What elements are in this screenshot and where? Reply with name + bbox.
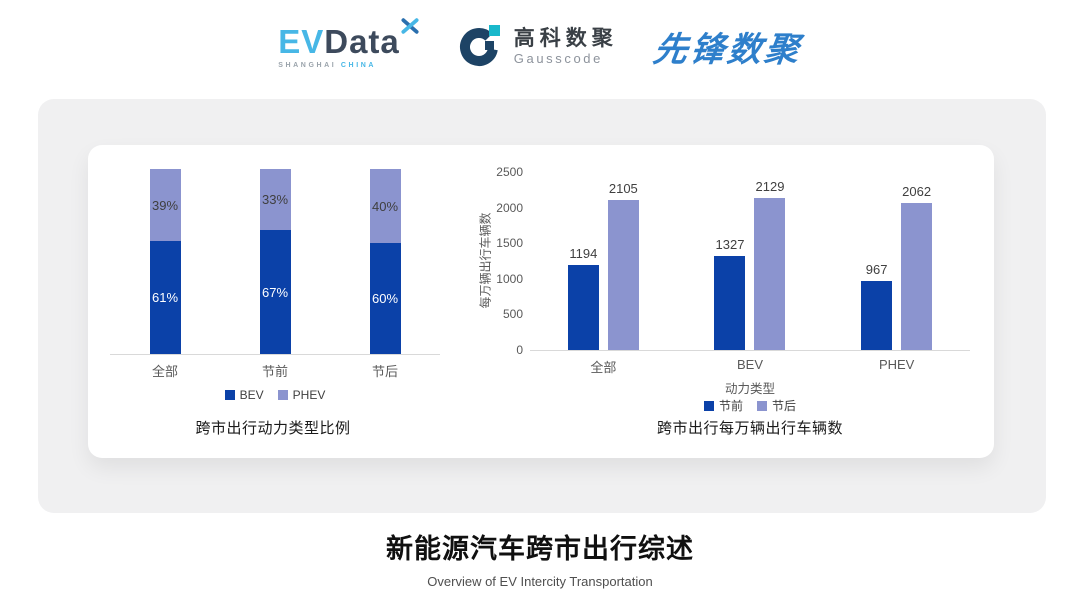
bar-节前: 1327 — [714, 236, 746, 350]
legend-label: 节前 — [718, 399, 743, 413]
bar-value-label: 2129 — [755, 179, 785, 195]
stacked-bar-column: 39% 61% 全部 — [149, 169, 181, 379]
category-label: 全部 — [151, 364, 179, 379]
segment-value-label: 67% — [261, 284, 289, 300]
right-plot-area: 1194 2105 全部 1327 2129 BEV 967 2062 PHEV — [530, 172, 970, 375]
left-axis-baseline — [110, 354, 440, 355]
evdata-ev-text: EV — [278, 22, 325, 60]
stacked-bar: 40% 60% — [369, 169, 401, 354]
category-label: 节前 — [261, 364, 289, 379]
page-title: 新能源汽车跨市出行综述 — [386, 534, 694, 564]
bar — [607, 200, 639, 350]
legend-swatch — [703, 400, 714, 411]
stacked-bar: 33% 67% — [259, 169, 291, 354]
category-label: BEV — [736, 357, 763, 372]
bar-group: 1194 2105 全部 — [567, 181, 639, 375]
evdata-sub-china: CHINA — [340, 61, 377, 69]
evdata-subtitle: SHANGHAI CHINA — [278, 62, 400, 69]
legend-label: 节后 — [772, 399, 797, 413]
x-axis-title: 动力类型 — [724, 382, 775, 396]
legend-item-节后: 节后 — [757, 397, 796, 414]
bar-segment-bev: 67% — [259, 230, 291, 354]
right-axis-baseline — [530, 350, 970, 351]
segment-value-label: 40% — [371, 198, 399, 214]
bar-节后: 2129 — [754, 179, 786, 350]
charts-panel: 39% 61% 全部 33% 67% 节前 40% 60% 节后 BEV PHEV 跨市出行动力类… — [88, 145, 994, 458]
category-label: 全部 — [590, 360, 617, 375]
segment-value-label: 61% — [151, 290, 179, 306]
gausscode-en-text: Gausscode — [513, 51, 603, 67]
bar-segment-phev: 39% — [149, 169, 181, 242]
category-label: 节后 — [371, 364, 399, 379]
bar — [714, 255, 746, 350]
stacked-bar-column: 40% 60% 节后 — [369, 169, 401, 379]
y-tick-label: 1000 — [496, 271, 523, 286]
bar — [901, 203, 933, 350]
right-legend: 节前 节后 — [530, 397, 970, 414]
legend-swatch — [277, 390, 288, 400]
bar-value-label: 2062 — [902, 184, 932, 200]
sparkle-x-icon — [401, 17, 419, 34]
bar-segment-phev: 40% — [369, 169, 401, 243]
bar-value-label: 2105 — [608, 181, 638, 197]
page-footer: 新能源汽车跨市出行综述 Overview of EV Intercity Tra… — [0, 527, 1080, 589]
stacked-bar-chart: 39% 61% 全部 33% 67% 节前 40% 60% 节后 BEV PHEV 跨市出行动力类… — [98, 145, 448, 458]
bar — [754, 198, 786, 350]
stacked-bar-column: 33% 67% 节前 — [259, 169, 291, 379]
y-tick-label: 2000 — [496, 200, 523, 215]
y-tick-label: 1500 — [496, 236, 523, 251]
stacked-bar: 39% 61% — [149, 169, 181, 354]
legend-swatch — [224, 390, 235, 400]
left-plot-area: 39% 61% 全部 33% 67% 节前 40% 60% 节后 — [110, 169, 440, 379]
legend-item-PHEV: PHEV — [277, 388, 326, 402]
category-label: PHEV — [878, 357, 915, 372]
left-chart-title: 跨市出行动力类型比例 — [195, 420, 351, 437]
xianfeng-logo: 先锋数聚 — [650, 31, 804, 69]
bar — [861, 281, 893, 350]
legend-item-节前: 节前 — [703, 397, 743, 414]
y-tick-label: 2500 — [496, 165, 523, 179]
content-card: 39% 61% 全部 33% 67% 节前 40% 60% 节后 BEV PHEV 跨市出行动力类… — [38, 99, 1046, 513]
y-tick-label: 0 — [516, 343, 523, 357]
bar-segment-bev: 60% — [369, 243, 401, 354]
gausscode-g-icon — [459, 24, 500, 66]
bar-group: 1327 2129 BEV — [714, 179, 786, 372]
page-subtitle: Overview of EV Intercity Transportation — [427, 574, 653, 589]
bar-节后: 2062 — [901, 184, 933, 350]
y-tick-label: 500 — [502, 307, 523, 322]
bar-value-label: 967 — [865, 262, 888, 278]
left-legend: BEV PHEV — [110, 388, 440, 402]
legend-item-BEV: BEV — [224, 388, 264, 402]
bar-节前: 967 — [861, 262, 893, 350]
gausscode-text: 高科数聚 Gausscode — [514, 27, 618, 66]
bar-group: 967 2062 PHEV — [861, 184, 933, 372]
legend-label: BEV — [239, 388, 264, 402]
legend-label: PHEV — [292, 388, 326, 402]
bar-value-label: 1327 — [715, 236, 745, 252]
segment-value-label: 33% — [261, 192, 289, 208]
header-logos: EVData SHANGHAI CHINA 高科数聚 Gausscode 先锋数… — [0, 17, 1080, 71]
y-axis-ticks: 0 500 1000 1500 2000 2500 — [468, 165, 523, 357]
evdata-wordmark: EVData — [278, 25, 400, 58]
gausscode-logo: 高科数聚 Gausscode — [458, 24, 618, 70]
bar-节后: 2105 — [607, 181, 639, 350]
bar — [567, 265, 599, 350]
legend-swatch — [757, 400, 767, 411]
evdata-sub-shanghai: SHANGHAI — [278, 61, 337, 69]
bar-segment-phev: 33% — [259, 169, 291, 231]
evdata-data-text: Data — [324, 22, 400, 60]
grouped-bar-chart: 每万辆出行车辆数 0 500 1000 1500 2000 2500 1194 2105 全部… — [468, 145, 994, 458]
bar-value-label: 1194 — [569, 246, 598, 261]
bar-节前: 1194 — [567, 246, 599, 350]
bar-segment-bev: 61% — [149, 241, 181, 354]
segment-value-label: 60% — [371, 291, 399, 306]
gausscode-cn-text: 高科数聚 — [513, 26, 618, 50]
segment-value-label: 39% — [151, 197, 179, 213]
right-chart-title: 跨市出行每万辆出行车辆数 — [656, 420, 843, 437]
evdata-logo: EVData SHANGHAI CHINA — [278, 17, 422, 69]
